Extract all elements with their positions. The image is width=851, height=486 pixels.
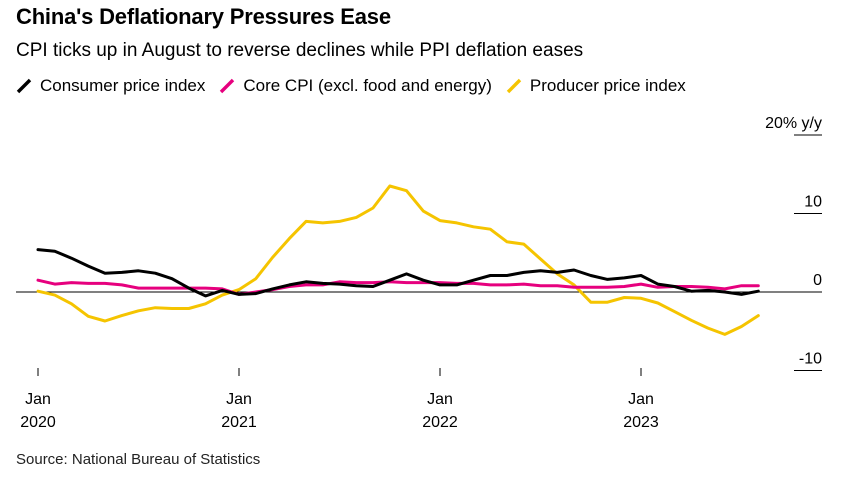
x-tick-label-month: Jan bbox=[25, 391, 51, 408]
legend-swatch-ppi bbox=[506, 78, 522, 94]
x-tick-label-year: 2023 bbox=[623, 414, 659, 431]
legend-label-cpi: Consumer price index bbox=[40, 76, 206, 95]
legend-label-ppi: Producer price index bbox=[529, 76, 686, 95]
x-tick-label-month: Jan bbox=[427, 391, 453, 408]
legend-line-cpi bbox=[16, 78, 32, 94]
legend-item-core-cpi: Core CPI (excl. food and energy) bbox=[219, 76, 492, 96]
legend-item-cpi: Consumer price index bbox=[16, 76, 205, 96]
legend-swatch-core-cpi bbox=[220, 78, 235, 94]
legend-item-ppi: Producer price index bbox=[506, 76, 686, 96]
chart-title: China's Deflationary Pressures Ease bbox=[16, 4, 391, 29]
legend-swatch-cpi bbox=[16, 78, 32, 94]
chart-subtitle: CPI ticks up in August to reverse declin… bbox=[16, 40, 584, 61]
x-tick-label-year: 2021 bbox=[221, 414, 257, 431]
legend-line-ppi bbox=[506, 78, 522, 94]
y-tick-label: 0 bbox=[813, 272, 822, 289]
x-tick-label-month: Jan bbox=[226, 391, 252, 408]
series-line-core-cpi bbox=[36, 278, 760, 296]
x-tick-label-month: Jan bbox=[628, 391, 654, 408]
y-tick-label: 10 bbox=[804, 194, 822, 211]
series-line-ppi bbox=[36, 184, 760, 336]
series-line-cpi bbox=[36, 248, 760, 298]
legend-label-core-cpi: Core CPI (excl. food and energy) bbox=[243, 76, 492, 95]
legend: Consumer price index Core CPI (excl. foo… bbox=[16, 75, 700, 97]
y-tick-label: 20% y/y bbox=[765, 115, 822, 132]
y-tick-label: -10 bbox=[799, 351, 822, 368]
legend-line-core-cpi bbox=[220, 78, 235, 94]
source-note: Source: National Bureau of Statistics bbox=[16, 451, 261, 468]
x-tick-label-year: 2022 bbox=[422, 414, 458, 431]
x-tick-label-year: 2020 bbox=[20, 414, 56, 431]
